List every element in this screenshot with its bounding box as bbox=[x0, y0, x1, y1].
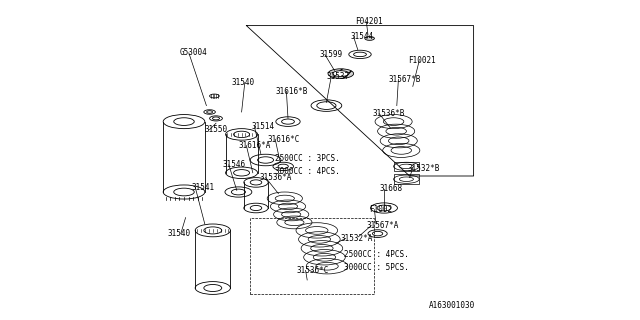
Text: 31546: 31546 bbox=[223, 160, 246, 169]
Text: 31616*C: 31616*C bbox=[268, 135, 300, 144]
Text: F04201: F04201 bbox=[355, 17, 383, 26]
Text: 2500CC : 4PCS.: 2500CC : 4PCS. bbox=[344, 250, 409, 259]
Text: 31567*B: 31567*B bbox=[388, 75, 421, 84]
Text: F1002: F1002 bbox=[370, 205, 393, 214]
Text: 31532*A: 31532*A bbox=[340, 234, 373, 243]
Text: 31668: 31668 bbox=[380, 184, 403, 193]
Text: 31540: 31540 bbox=[232, 78, 255, 87]
Text: 31616*A: 31616*A bbox=[239, 141, 271, 150]
Ellipse shape bbox=[328, 69, 353, 78]
Text: 31536*C: 31536*C bbox=[297, 266, 330, 275]
Text: 31537: 31537 bbox=[326, 72, 349, 81]
Text: G53004: G53004 bbox=[179, 48, 207, 57]
Text: 31599: 31599 bbox=[320, 50, 343, 59]
Bar bbox=[250, 218, 374, 294]
Text: 31540: 31540 bbox=[168, 229, 191, 238]
Text: 31567*A: 31567*A bbox=[366, 221, 399, 230]
Text: 31550: 31550 bbox=[204, 125, 227, 134]
Text: 31532*B: 31532*B bbox=[408, 164, 440, 172]
Text: 3000CC : 4PCS.: 3000CC : 4PCS. bbox=[275, 167, 340, 176]
Text: 31536*A: 31536*A bbox=[259, 173, 292, 182]
Text: F10021: F10021 bbox=[408, 56, 436, 65]
Ellipse shape bbox=[333, 71, 349, 76]
Text: 3000CC : 5PCS.: 3000CC : 5PCS. bbox=[344, 263, 409, 272]
Text: 31541: 31541 bbox=[191, 183, 214, 192]
Text: 31544: 31544 bbox=[351, 32, 374, 41]
Text: 31536*B: 31536*B bbox=[372, 109, 405, 118]
Text: 31616*B: 31616*B bbox=[275, 87, 308, 96]
Text: 31514: 31514 bbox=[251, 122, 275, 131]
Ellipse shape bbox=[365, 36, 374, 40]
Text: A163001030: A163001030 bbox=[429, 301, 475, 310]
Text: 2500CC : 3PCS.: 2500CC : 3PCS. bbox=[275, 154, 340, 163]
